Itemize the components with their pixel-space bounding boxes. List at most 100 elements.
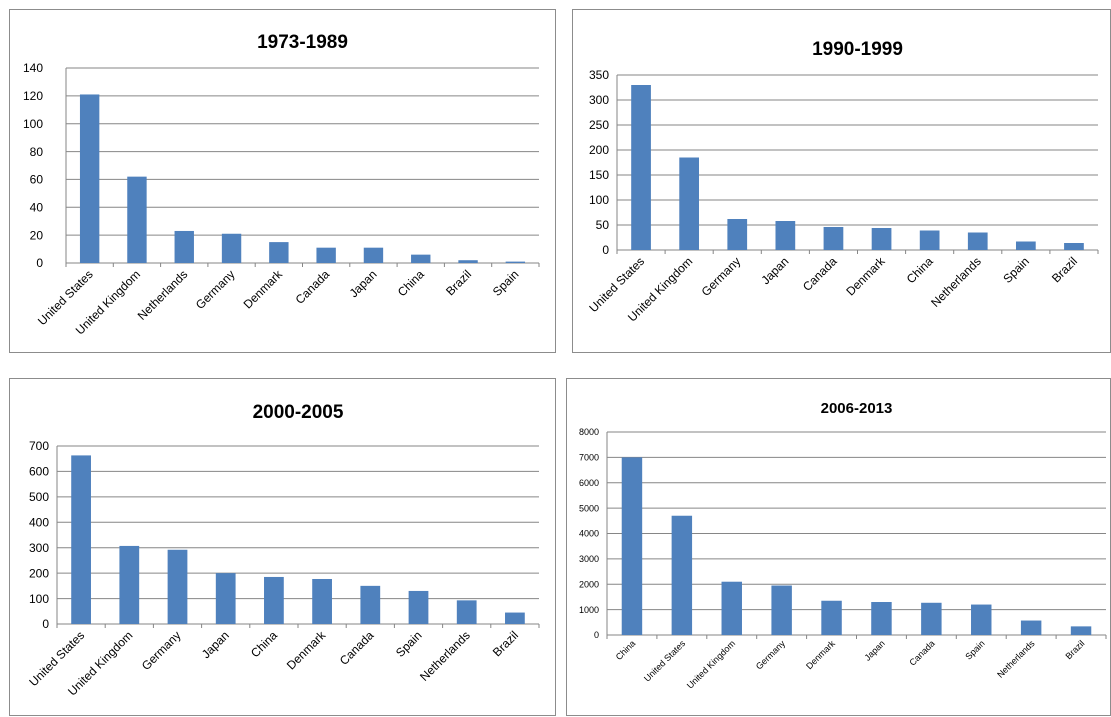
category-label: China [248,628,280,660]
y-tick-label: 40 [30,200,44,214]
category-label: Germany [139,628,184,673]
category-label: Denmark [843,254,888,299]
category-label: Brazil [443,267,474,298]
y-tick-label: 0 [36,256,43,270]
category-label: Germany [699,254,744,299]
y-tick-label: 200 [589,143,609,157]
category-label: Canada [907,638,936,667]
bar [174,230,194,263]
y-tick-label: 700 [29,439,49,453]
bar [1070,626,1092,635]
y-tick-label: 80 [30,145,44,159]
category-label: Japan [347,267,380,300]
bar [871,228,892,250]
bar [215,573,236,624]
chart-title: 1973-1989 [257,32,348,53]
bar [269,242,289,263]
bar [456,600,477,624]
category-label: Japan [199,628,232,661]
bar [679,157,700,250]
y-tick-label: 150 [589,168,609,182]
bar [363,247,384,263]
y-tick-label: 350 [589,68,609,82]
bar [1015,241,1036,250]
y-tick-label: 50 [596,218,610,232]
y-tick-label: 0 [594,630,599,640]
bar [1020,620,1042,635]
category-label: Denmark [804,638,837,671]
category-label: Netherlands [135,267,191,323]
category-label: Spain [1000,254,1032,286]
bar [921,602,942,635]
bar [360,585,381,624]
bar [79,94,100,263]
bar [221,233,242,263]
bar [971,604,992,635]
category-label: Brazil [1049,254,1080,285]
chart-panel-1973-1989: 1973-1989 0 20 40 60 80 100 120 140 United States… [9,9,556,353]
chart-panel-2000-2005: 2000-2005 0 100 200 300 400 500 600 700 United St… [9,378,556,716]
category-label: United Kingdom [685,638,737,690]
bar [408,590,429,624]
bar [71,455,91,624]
bar [771,585,792,635]
bar [1064,243,1084,250]
bar [823,227,844,250]
y-tick-label: 5000 [579,503,599,513]
bar [505,612,525,624]
bar [505,261,526,263]
y-tick-label: 120 [23,89,43,103]
y-tick-label: 4000 [579,529,599,539]
bar [671,515,693,635]
bar [167,549,188,624]
bar [727,219,748,250]
bar [821,600,842,635]
category-label: China [395,267,427,299]
bar [621,457,643,635]
category-label: Brazil [490,628,521,659]
y-tick-label: 100 [29,592,49,606]
y-tick-label: 500 [29,490,49,504]
category-label: China [614,638,638,662]
category-label: Denmark [284,628,329,673]
category-label: Netherlands [928,254,984,310]
category-label: Denmark [241,267,286,312]
bar [775,221,796,250]
category-label: China [904,254,936,286]
chart-title: 1990-1999 [812,39,903,60]
category-label: Canada [293,267,333,307]
bar [967,232,988,250]
y-tick-label: 6000 [579,478,599,488]
y-tick-label: 0 [42,617,49,631]
y-tick-label: 2000 [579,579,599,589]
bar [721,581,742,635]
category-label: Brazil [1063,638,1086,661]
chart-title: 2000-2005 [253,402,344,423]
bar [458,260,478,263]
chart-panel-1990-1999: 1990-1999 0 50 100 150 200 250 300 350 United Sta… [572,9,1111,353]
y-tick-label: 1000 [579,605,599,615]
chart-title: 2006-2013 [821,400,893,417]
bar [312,578,332,624]
y-tick-label: 60 [30,173,44,187]
y-tick-label: 0 [602,243,609,257]
category-label: Netherlands [417,628,473,684]
bar [919,230,940,250]
bar [127,176,147,263]
category-label: Spain [393,628,425,660]
y-tick-label: 8000 [579,427,599,437]
y-tick-label: 100 [589,193,609,207]
category-label: Spain [490,267,522,299]
bar [411,254,431,263]
category-label: Germany [754,638,788,672]
bar [316,247,336,263]
y-tick-label: 250 [589,118,609,132]
y-tick-label: 400 [29,515,49,529]
category-label: Canada [800,254,840,294]
category-label: Germany [193,267,238,312]
category-label: Japan [862,638,886,662]
y-tick-label: 300 [29,541,49,555]
y-tick-label: 7000 [579,453,599,463]
